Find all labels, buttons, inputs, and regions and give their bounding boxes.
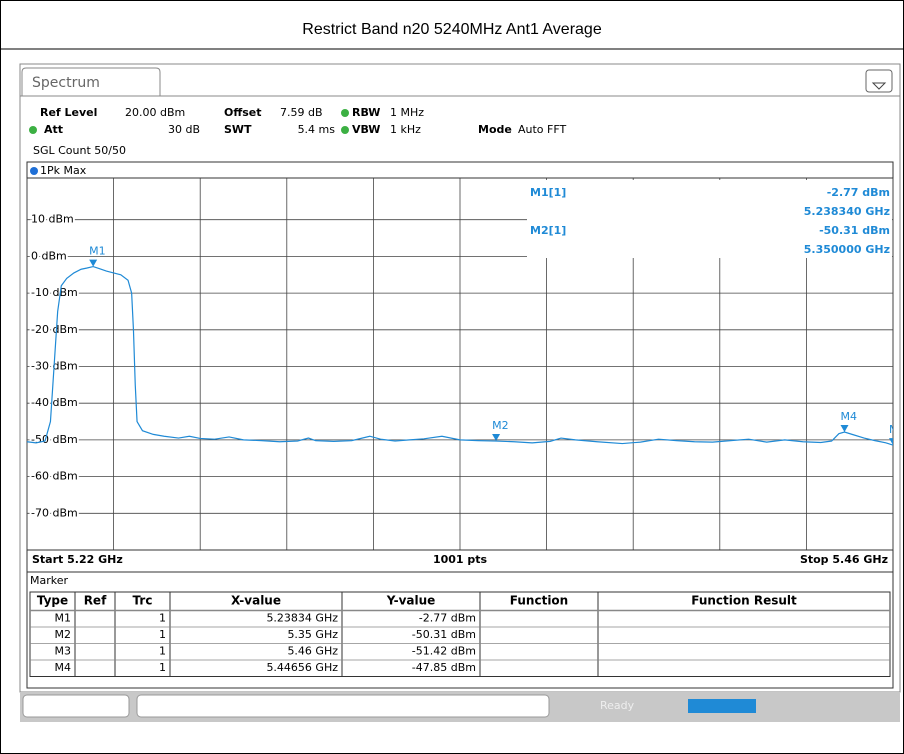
table-cell: -51.42 dBm [412,645,476,658]
setting-label: RBW [352,106,380,119]
sweep-count: SGL Count 50/50 [33,144,126,157]
setting-label: VBW [352,123,380,136]
table-cell: 1 [159,628,166,641]
marker-table: Type Ref Trc X-value Y-value Function Function… [29,591,891,677]
table-cell: M1 [55,612,72,625]
status-dot [341,109,349,117]
table-border [29,591,891,677]
column-header: Function Result [691,594,797,608]
table-cell: 5.35 GHz [287,628,338,641]
setting-label: Mode [478,123,512,136]
column-header: Function [510,594,568,608]
marker-label: M4 [841,410,858,423]
trace [27,265,893,446]
y-tick-label: -40 dBm [31,396,78,409]
setting-value: 5.4 ms [298,123,336,136]
setting-label: Att [44,123,63,136]
setting-label: Ref Level [40,106,97,119]
status-dot [29,126,37,134]
y-tick-label: -20 dBm [31,323,78,336]
setting-value: 7.59 dB [280,106,323,119]
setting-label: Offset [224,106,262,119]
y-tick-label: -50 dBm [31,433,78,446]
setting-value: 30 dB [168,123,200,136]
y-tick-label: 10 dBm [31,213,74,226]
column-header: Trc [133,594,153,608]
trace-label: 1Pk Max [40,164,87,177]
markers: M1 M2 M3 M4 [89,245,904,446]
readout-y: -50.31 dBm [819,224,890,237]
stop-label: Stop 5.46 GHz [800,553,888,566]
column-header: X-value [231,594,281,608]
menu-icon [871,82,887,90]
marker [840,425,849,433]
table-cell: M3 [55,645,72,658]
menu-button[interactable] [865,69,893,93]
trace-dot [30,167,38,175]
page-title: Restrict Band n20 5240MHz Ant1 Average [302,21,602,38]
marker-label: M3 [889,423,904,436]
setting-label: SWT [224,123,252,136]
readout-label: M1[1] [530,186,566,199]
table-cell: 1 [159,645,166,658]
table-cell: -2.77 dBm [419,612,476,625]
marker [889,438,893,446]
start-label: Start 5.22 GHz [32,553,123,566]
marker [89,259,98,267]
status-text: Ready [600,699,635,712]
table-cell: 1 [159,661,166,674]
y-tick-label: -60 dBm [31,470,78,483]
y-tick-label: -70 dBm [31,506,78,519]
setting-value: 20.00 dBm [125,106,185,119]
readout-area [527,180,892,258]
readout-label: M2[1] [530,224,566,237]
column-header: Ref [84,594,107,608]
table-cell: 5.23834 GHz [266,612,338,625]
status-field [22,694,130,718]
marker-label: M2 [492,419,509,432]
table-cell: M2 [55,628,72,641]
table-cell: 5.46 GHz [287,645,338,658]
progress-indicator [688,699,756,713]
column-header: Y-value [386,594,436,608]
table-cell: M4 [55,661,72,674]
marker-panel-title: Marker [30,574,68,587]
points-label: 1001 pts [433,553,488,566]
setting-value: 1 kHz [390,123,421,136]
table-cell: -47.85 dBm [412,661,476,674]
status-field [136,694,550,718]
setting-value: 1 MHz [390,106,424,119]
tab[interactable] [21,67,161,96]
readout-y: -2.77 dBm [827,186,890,199]
y-tick-label: 0 dBm [31,249,67,262]
status-dot [341,126,349,134]
marker-label: M1 [89,245,106,258]
readout-x: 5.350000 GHz [804,243,890,256]
column-header: Type [37,594,68,608]
y-tick-label: -10 dBm [31,286,78,299]
table-cell: 5.44656 GHz [266,661,338,674]
tab-label[interactable]: Spectrum [32,75,100,91]
setting-value: Auto FFT [518,123,566,136]
readout-x: 5.238340 GHz [804,205,890,218]
marker [492,434,501,442]
table-cell: -50.31 dBm [412,628,476,641]
table-cell: 1 [159,612,166,625]
